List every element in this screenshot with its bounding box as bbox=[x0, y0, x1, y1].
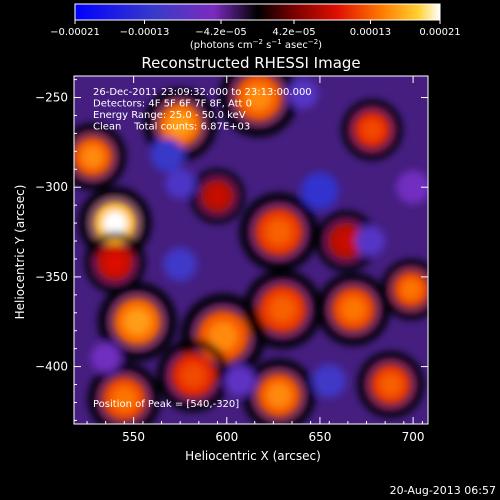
emission-source-core bbox=[266, 383, 292, 408]
annotation-line: Detectors: 4F 5F 6F 7F 8F, Att 0 bbox=[93, 99, 252, 110]
emission-source-core bbox=[269, 295, 296, 323]
colorbar-tick-label: −0.00021 bbox=[50, 27, 100, 38]
y-tick-label: −350 bbox=[35, 270, 68, 284]
emission-source-core bbox=[341, 296, 366, 322]
y-tick-label: −250 bbox=[35, 91, 68, 105]
axis-ticks: 550 600 650 700 −250 −300 −350 −400 bbox=[35, 76, 428, 444]
emission-source-core bbox=[265, 218, 293, 246]
colorbar-ticks: −0.00021 −0.00013 −4.2e−05 4.2e−05 0.00013 0.… bbox=[50, 20, 461, 38]
annotation-line: 26-Dec-2011 23:09:32.000 to 23:13:00.000 bbox=[93, 87, 312, 98]
source-halo bbox=[380, 259, 428, 320]
colorbar-tick-label: −4.2e−05 bbox=[195, 27, 247, 38]
emission-source-core bbox=[208, 186, 227, 206]
colorbar-unit-label: (photons cm−2 s−1 asec−2) bbox=[190, 38, 322, 51]
x-axis-label: Heliocentric X (arcsec) bbox=[185, 449, 321, 463]
emission-source-core bbox=[81, 145, 104, 168]
annotation-line: Energy Range: 25.0 - 50.0 keV bbox=[93, 110, 246, 121]
source-halo bbox=[156, 339, 230, 412]
source-halo bbox=[239, 192, 319, 272]
negative-source bbox=[165, 168, 196, 199]
render-date: 20-Aug-2013 06:57 bbox=[390, 484, 496, 497]
emission-map bbox=[74, 76, 428, 424]
emission-source-core bbox=[208, 321, 238, 351]
chart-title: Reconstructed RHESSI Image bbox=[141, 54, 360, 72]
peak-position-label: Position of Peak = [540,-320] bbox=[93, 399, 239, 410]
emission-source-core bbox=[104, 252, 126, 273]
emission-source-core bbox=[335, 230, 357, 252]
emission-source-core bbox=[400, 279, 422, 300]
colorbar-gradient bbox=[74, 3, 441, 21]
colorbar-tick-label: −0.00013 bbox=[120, 27, 170, 38]
source-halo bbox=[87, 362, 161, 424]
emission-source-core bbox=[102, 210, 128, 236]
x-tick-label: 700 bbox=[402, 430, 425, 444]
negative-source bbox=[288, 79, 319, 109]
emission-source-core bbox=[379, 373, 403, 396]
x-tick-label: 650 bbox=[308, 430, 331, 444]
negative-source bbox=[355, 226, 386, 256]
emission-source-core bbox=[124, 308, 151, 336]
source-halo bbox=[317, 272, 390, 346]
emission-source-core bbox=[361, 119, 383, 141]
annotation-block: 26-Dec-2011 23:09:32.000 to 23:13:00.000… bbox=[93, 87, 312, 133]
negative-source bbox=[90, 342, 121, 373]
x-tick-label: 600 bbox=[215, 430, 238, 444]
negative-source bbox=[396, 170, 428, 204]
emission-source-core bbox=[112, 386, 137, 412]
image-plot: 550 600 650 700 −250 −300 −350 −400 bbox=[35, 75, 429, 444]
negative-source bbox=[301, 172, 339, 210]
colorbar-tick-label: 0.00013 bbox=[350, 27, 391, 38]
source-halo bbox=[357, 351, 425, 418]
emission-source-core bbox=[180, 363, 206, 388]
emission-source-core bbox=[245, 84, 272, 111]
y-axis-label: Heliocentric Y (arcsec) bbox=[13, 185, 27, 320]
emission-source-core bbox=[167, 112, 193, 137]
colorbar-tick-label: 4.2e−05 bbox=[272, 27, 315, 38]
negative-source bbox=[312, 364, 347, 398]
source-halo bbox=[190, 168, 245, 224]
negative-source bbox=[150, 138, 184, 172]
y-tick-label: −300 bbox=[35, 180, 68, 194]
x-tick-label: 550 bbox=[122, 430, 145, 444]
y-tick-label: −400 bbox=[35, 360, 68, 374]
annotation-line: Clean Total counts: 6.87E+03 bbox=[93, 122, 250, 133]
plot-frame bbox=[73, 75, 429, 425]
source-halo bbox=[242, 358, 316, 424]
negative-source bbox=[224, 366, 255, 396]
source-halo bbox=[97, 282, 177, 362]
source-halo bbox=[341, 99, 403, 161]
negative-source bbox=[163, 247, 197, 282]
source-halo bbox=[74, 123, 126, 191]
colorbar-tick-label: 0.00021 bbox=[419, 27, 460, 38]
colorbar: −0.00021 −0.00013 −4.2e−05 4.2e−05 0.00013 0.… bbox=[50, 3, 461, 51]
